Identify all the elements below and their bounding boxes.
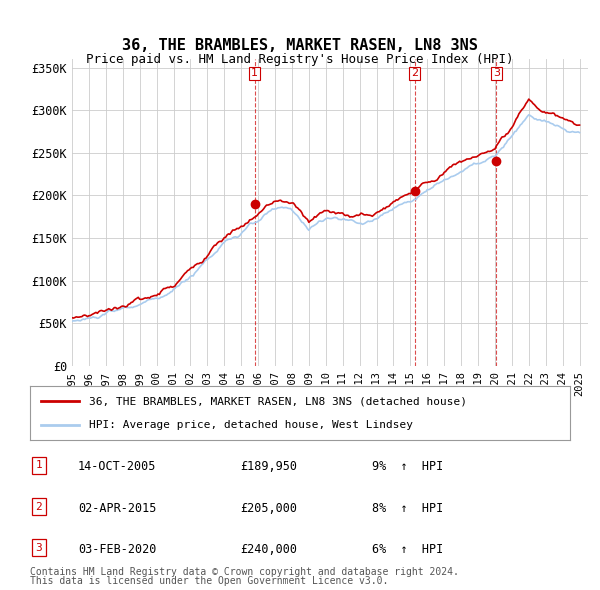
Text: 9%  ↑  HPI: 9% ↑ HPI [372,460,443,473]
Text: 14-OCT-2005: 14-OCT-2005 [78,460,157,473]
Text: 02-APR-2015: 02-APR-2015 [78,502,157,514]
Text: 36, THE BRAMBLES, MARKET RASEN, LN8 3NS (detached house): 36, THE BRAMBLES, MARKET RASEN, LN8 3NS … [89,396,467,407]
Text: Contains HM Land Registry data © Crown copyright and database right 2024.: Contains HM Land Registry data © Crown c… [30,567,459,577]
Text: HPI: Average price, detached house, West Lindsey: HPI: Average price, detached house, West… [89,419,413,430]
Text: 2: 2 [411,68,418,78]
Text: £240,000: £240,000 [240,543,297,556]
Text: 6%  ↑  HPI: 6% ↑ HPI [372,543,443,556]
Text: 36, THE BRAMBLES, MARKET RASEN, LN8 3NS: 36, THE BRAMBLES, MARKET RASEN, LN8 3NS [122,38,478,53]
Text: £205,000: £205,000 [240,502,297,514]
Text: £189,950: £189,950 [240,460,297,473]
Text: Price paid vs. HM Land Registry's House Price Index (HPI): Price paid vs. HM Land Registry's House … [86,53,514,66]
Text: 1: 1 [251,68,258,78]
Text: 03-FEB-2020: 03-FEB-2020 [78,543,157,556]
Text: 8%  ↑  HPI: 8% ↑ HPI [372,502,443,514]
Text: 3: 3 [493,68,500,78]
Text: 1: 1 [35,460,43,470]
Text: This data is licensed under the Open Government Licence v3.0.: This data is licensed under the Open Gov… [30,576,388,586]
Text: 3: 3 [35,543,43,553]
Text: 2: 2 [35,502,43,512]
